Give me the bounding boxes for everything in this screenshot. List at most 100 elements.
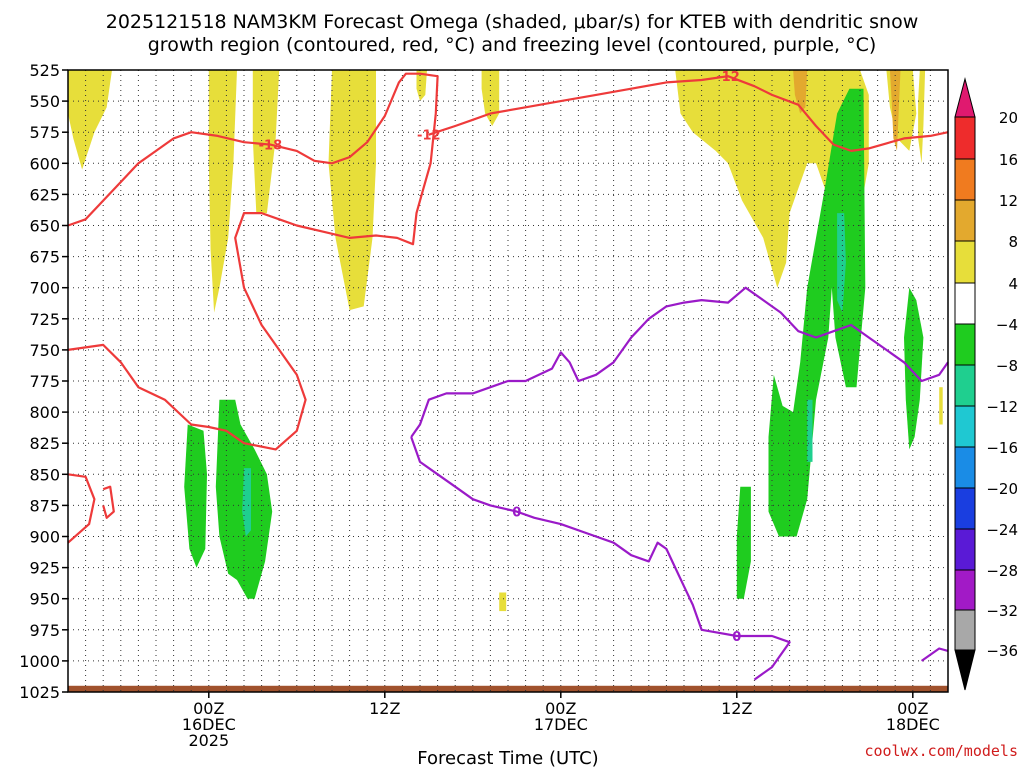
dgz-contour-2 xyxy=(67,473,96,544)
colorbar-band-4 xyxy=(954,282,976,325)
x-tick-label-0-0: 00Z xyxy=(193,699,224,718)
terrain-fill xyxy=(68,685,948,692)
chart-title: 2025121518 NAM3KM Forecast Omega (shaded… xyxy=(106,11,919,56)
x-tick-label-0-2: 2025 xyxy=(188,731,229,750)
colorbar-tick-11: −28 xyxy=(986,562,1018,580)
colorbar-band-1 xyxy=(954,158,976,201)
omega-region-8 xyxy=(918,70,926,164)
y-tick-label-6: 675 xyxy=(29,248,60,267)
freezing-contour-0 xyxy=(410,286,949,438)
y-tick-label-7: 700 xyxy=(29,279,60,298)
terrain-band xyxy=(68,685,948,692)
colorbar-tick-13: −36 xyxy=(986,642,1018,660)
omega-region-9 xyxy=(939,387,943,425)
omega-region-1 xyxy=(208,70,237,313)
y-tick-label-19: 1000 xyxy=(19,652,60,671)
y-tick-label-5: 650 xyxy=(29,217,60,236)
omega-region-3 xyxy=(328,70,376,311)
contour-lines: -18 -12 -12 0 0 xyxy=(67,70,949,681)
colorbar-band-3 xyxy=(954,240,976,284)
x-tick-label-3-0: 12Z xyxy=(721,699,752,718)
freezing-contour-2 xyxy=(920,647,949,662)
colorbar-band-12 xyxy=(954,609,976,651)
omega-region-5 xyxy=(481,70,500,126)
y-tick-label-20: 1025 xyxy=(19,683,60,702)
x-tick-label-0-1: 16DEC xyxy=(182,715,236,734)
dgz-contour-label-2: -12 xyxy=(716,70,740,85)
x-tick-label-2-0: 00Z xyxy=(545,699,576,718)
colorbar-over-arrow xyxy=(954,77,976,118)
y-tick-label-18: 975 xyxy=(29,621,60,640)
y-tick-label-13: 850 xyxy=(29,465,60,484)
colorbar-band-7 xyxy=(954,405,976,448)
colorbar-tick-7: −12 xyxy=(986,398,1018,416)
colorbar-band-6 xyxy=(954,364,976,407)
y-tick-label-3: 600 xyxy=(29,154,60,173)
colorbar-tick-12: −32 xyxy=(986,602,1018,620)
y-axis-ticks: 525 550 575 600 625 650 675 700 725 750 775 800 825 8… xyxy=(19,61,68,702)
y-tick-label-12: 825 xyxy=(29,434,60,453)
y-tick-label-9: 750 xyxy=(29,341,60,360)
y-tick-label-16: 925 xyxy=(29,559,60,578)
freezing-contour-1 xyxy=(410,436,791,681)
y-tick-label-11: 800 xyxy=(29,403,60,422)
freezing-contour-label-1: 0 xyxy=(732,630,741,645)
y-tick-label-17: 950 xyxy=(29,590,60,609)
colorbar-tick-3: 8 xyxy=(1008,233,1018,251)
y-tick-label-4: 625 xyxy=(29,185,60,204)
x-tick-label-4-0: 00Z xyxy=(897,699,928,718)
dgz-contour-label-0: -18 xyxy=(259,139,283,154)
colorbar-band-11 xyxy=(954,569,976,611)
colorbar-band-8 xyxy=(954,446,976,489)
y-tick-label-0: 525 xyxy=(29,61,60,80)
dgz-contour-1 xyxy=(428,75,949,152)
colorbar-band-2 xyxy=(954,199,976,242)
omega-region-2 xyxy=(252,70,280,214)
y-tick-label-8: 725 xyxy=(29,310,60,329)
colorbar-tick-6: −8 xyxy=(996,357,1018,375)
freezing-contour-label-0: 0 xyxy=(512,506,521,521)
x-tick-label-2-1: 17DEC xyxy=(534,715,588,734)
dgz-contour-3 xyxy=(102,485,115,519)
omega-region-4 xyxy=(416,70,427,102)
colorbar-tick-8: −16 xyxy=(986,439,1018,457)
x-tick-label-1-0: 12Z xyxy=(369,699,400,718)
omega-region-15 xyxy=(768,88,866,537)
colorbar-band-9 xyxy=(954,487,976,530)
colorbar-tick-5: −4 xyxy=(996,316,1018,334)
colorbar-tick-9: −20 xyxy=(986,480,1018,498)
omega-region-14 xyxy=(184,424,207,568)
dgz-contour-0 xyxy=(67,72,439,451)
omega-region-6 xyxy=(675,70,869,288)
omega-region-11 xyxy=(793,70,808,114)
site-credit: coolwx.com/models xyxy=(864,742,1018,760)
colorbar-tick-0: 20 xyxy=(999,109,1018,127)
omega-region-16 xyxy=(736,486,751,599)
y-tick-label-10: 775 xyxy=(29,372,60,391)
title-line-2: growth region (contoured, red, °C) and f… xyxy=(148,34,877,56)
colorbar-band-0 xyxy=(954,116,976,160)
colorbar-tick-1: 16 xyxy=(999,151,1018,169)
title-line-1: 2025121518 NAM3KM Forecast Omega (shaded… xyxy=(106,11,919,33)
omega-region-17 xyxy=(904,287,924,450)
x-tick-label-4-1: 18DEC xyxy=(886,715,940,734)
omega-region-20 xyxy=(807,399,813,462)
y-tick-label-15: 900 xyxy=(29,528,60,547)
colorbar-under-arrow xyxy=(954,649,976,691)
dgz-contour-label-1: -12 xyxy=(417,129,441,144)
omega-shading xyxy=(68,70,943,612)
colorbar: 20 16 12 8 4 −4 −8 −12 −16 −20 −24 −28 −32 −36 xyxy=(954,77,1018,691)
colorbar-tick-2: 12 xyxy=(999,192,1018,210)
colorbar-band-10 xyxy=(954,528,976,571)
y-tick-label-14: 875 xyxy=(29,496,60,515)
omega-region-0 xyxy=(68,70,112,170)
colorbar-band-5 xyxy=(954,323,976,366)
colorbar-tick-10: −24 xyxy=(986,521,1018,539)
y-tick-label-2: 575 xyxy=(29,123,60,142)
y-tick-label-1: 550 xyxy=(29,92,60,111)
omega-region-10 xyxy=(499,592,507,612)
x-axis-label: Forecast Time (UTC) xyxy=(417,748,598,768)
colorbar-tick-4: 4 xyxy=(1008,275,1018,293)
